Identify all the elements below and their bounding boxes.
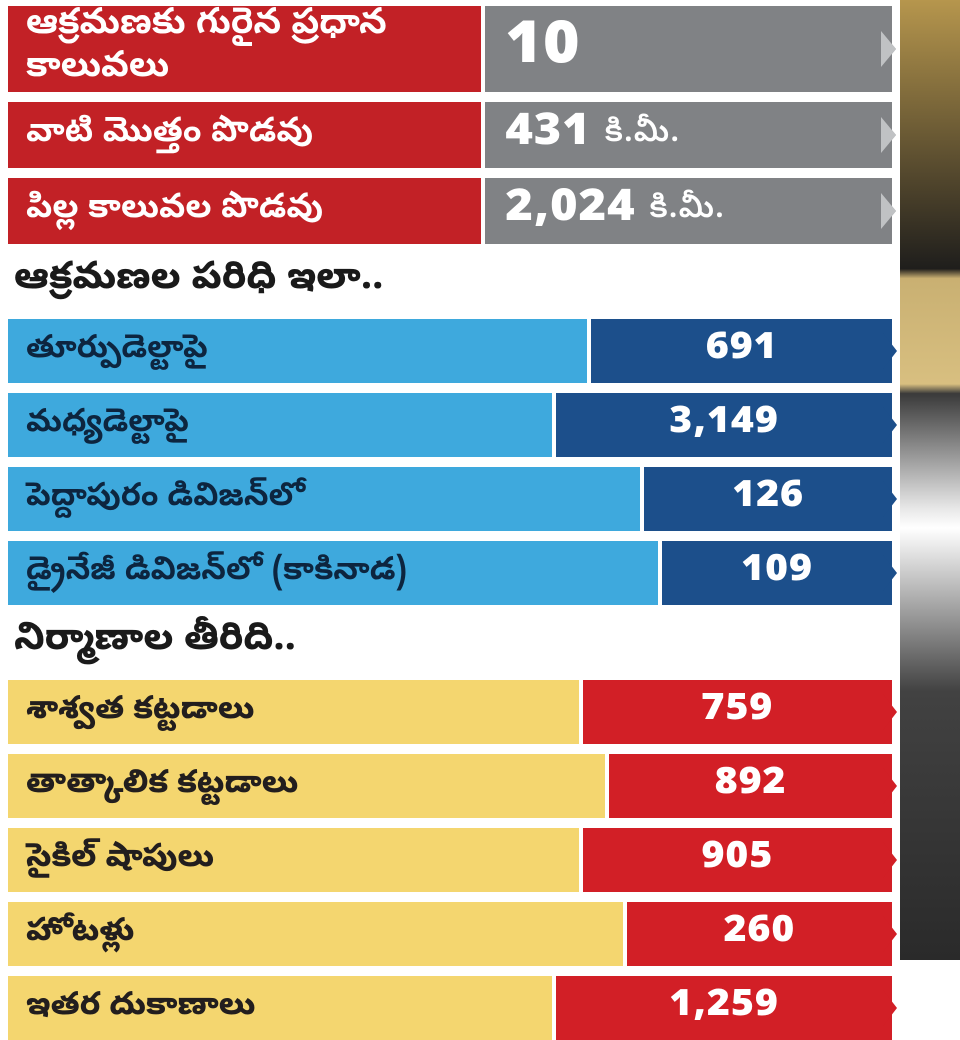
construction-row-label: హోటళ్లు <box>26 913 134 956</box>
encroachment-row: పెద్దాపురం డివిజన్‌లో 126 <box>8 467 892 531</box>
encroachment-row-value-cell: 126 <box>644 467 892 531</box>
summary-row: పిల్ల కాలువల పొడవు 2,024 కి.మీ. <box>8 178 892 244</box>
encroachment-row-label-cell: డ్రైనేజీ డివిజన్‌లో (కాకినాడ) <box>8 541 662 605</box>
encroachment-row: డ్రైనేజీ డివిజన్‌లో (కాకినాడ) 109 <box>8 541 892 605</box>
construction-row-value-cell: 905 <box>583 828 892 892</box>
summary-row-value: 431 <box>505 103 590 168</box>
encroachment-row-value: 3,149 <box>669 398 778 452</box>
construction-row: తాత్కాలిక కట్టడాలు 892 <box>8 754 892 818</box>
construction-row-value: 759 <box>701 685 773 739</box>
infographic-main: ఆక్రమణకు గురైన ప్రధాన కాలువలు 10 వాటి మొ… <box>0 0 900 960</box>
construction-row-label-cell: సైకిల్ షాపులు <box>8 828 583 892</box>
chevron-right-icon <box>881 31 896 67</box>
construction-row: ఇతర దుకాణాలు 1,259 <box>8 976 892 1040</box>
construction-row-label-cell: ఇతర దుకాణాలు <box>8 976 556 1040</box>
encroachment-row-label: తూర్పుడెల్టాపై <box>26 330 208 373</box>
construction-row-value-cell: 892 <box>609 754 892 818</box>
chevron-right-icon <box>881 117 896 153</box>
chevron-right-icon <box>881 193 896 229</box>
encroachment-row-label-cell: తూర్పుడెల్టాపై <box>8 319 591 383</box>
encroachment-row-value: 691 <box>706 324 778 378</box>
section-title-encroachment: ఆక్రమణల పరిధి ఇలా.. <box>14 256 892 307</box>
summary-row-value-cell: 431 కి.మీ. <box>485 102 892 168</box>
construction-row-label: సైకిల్ షాపులు <box>26 839 214 882</box>
construction-row-label-cell: శాశ్వత కట్టడాలు <box>8 680 583 744</box>
chevron-right-icon <box>883 916 897 952</box>
encroachment-row-value-cell: 109 <box>662 541 892 605</box>
summary-row-unit: కి.మీ. <box>650 190 725 233</box>
summary-row-value-cell: 10 <box>485 6 892 92</box>
chevron-right-icon <box>883 842 897 878</box>
encroachment-row-label: పెద్దాపురం డివిజన్‌లో <box>26 478 305 521</box>
summary-row-label-cell: ఆక్రమణకు గురైన ప్రధాన కాలువలు <box>8 6 485 92</box>
construction-row: హోటళ్లు 260 <box>8 902 892 966</box>
construction-row: శాశ్వత కట్టడాలు 759 <box>8 680 892 744</box>
chevron-right-icon <box>883 768 897 804</box>
encroachment-row-value: 109 <box>741 546 813 600</box>
encroachment-row: మధ్యడెల్టాపై 3,149 <box>8 393 892 457</box>
construction-row-label-cell: హోటళ్లు <box>8 902 627 966</box>
summary-row-label: పిల్ల కాలువల పొడవు <box>26 191 323 232</box>
encroachment-row-label: డ్రైనేజీ డివిజన్‌లో (కాకినాడ) <box>26 552 407 595</box>
construction-row-value-cell: 1,259 <box>556 976 892 1040</box>
summary-row-value: 10 <box>505 6 580 93</box>
construction-row-label: తాత్కాలిక కట్టడాలు <box>26 765 298 808</box>
chevron-right-icon <box>883 555 897 591</box>
construction-row-value-cell: 759 <box>583 680 892 744</box>
encroachment-row-value-cell: 3,149 <box>556 393 892 457</box>
chevron-right-icon <box>883 990 897 1026</box>
section-title-constructions: నిర్మాణాల తీరిది.. <box>14 617 892 668</box>
construction-row-value: 260 <box>724 907 796 961</box>
cropped-photo-strip <box>900 0 960 960</box>
chevron-right-icon <box>883 333 897 369</box>
summary-row-label-cell: పిల్ల కాలువల పొడవు <box>8 178 485 244</box>
summary-row-unit: కి.మీ. <box>605 114 680 157</box>
summary-row: వాటి మొత్తం పొడవు 431 కి.మీ. <box>8 102 892 168</box>
encroachment-row-label-cell: పెద్దాపురం డివిజన్‌లో <box>8 467 644 531</box>
construction-row-value: 905 <box>701 833 773 887</box>
construction-row-value: 1,259 <box>669 981 778 1035</box>
infographic-canvas: ఆక్రమణకు గురైన ప్రధాన కాలువలు 10 వాటి మొ… <box>0 0 960 960</box>
summary-row-label: వాటి మొత్తం పొడవు <box>26 115 313 156</box>
encroachment-row-value: 126 <box>732 472 804 526</box>
chevron-right-icon <box>883 481 897 517</box>
summary-row-label-cell: వాటి మొత్తం పొడవు <box>8 102 485 168</box>
summary-row-value-cell: 2,024 కి.మీ. <box>485 178 892 244</box>
encroachment-row-label-cell: మధ్యడెల్టాపై <box>8 393 556 457</box>
construction-row-value-cell: 260 <box>627 902 892 966</box>
summary-row-value: 2,024 <box>505 179 635 244</box>
construction-row-label-cell: తాత్కాలిక కట్టడాలు <box>8 754 609 818</box>
construction-row-label: శాశ్వత కట్టడాలు <box>26 691 255 734</box>
encroachment-row-value-cell: 691 <box>591 319 892 383</box>
chevron-right-icon <box>883 694 897 730</box>
encroachment-row-label: మధ్యడెల్టాపై <box>26 404 189 447</box>
construction-row-value: 892 <box>715 759 787 813</box>
summary-row: ఆక్రమణకు గురైన ప్రధాన కాలువలు 10 <box>8 6 892 92</box>
construction-row: సైకిల్ షాపులు 905 <box>8 828 892 892</box>
chevron-right-icon <box>883 407 897 443</box>
construction-row-label: ఇతర దుకాణాలు <box>26 987 255 1030</box>
encroachment-row: తూర్పుడెల్టాపై 691 <box>8 319 892 383</box>
summary-row-label: ఆక్రమణకు గురైన ప్రధాన కాలువలు <box>26 6 463 92</box>
